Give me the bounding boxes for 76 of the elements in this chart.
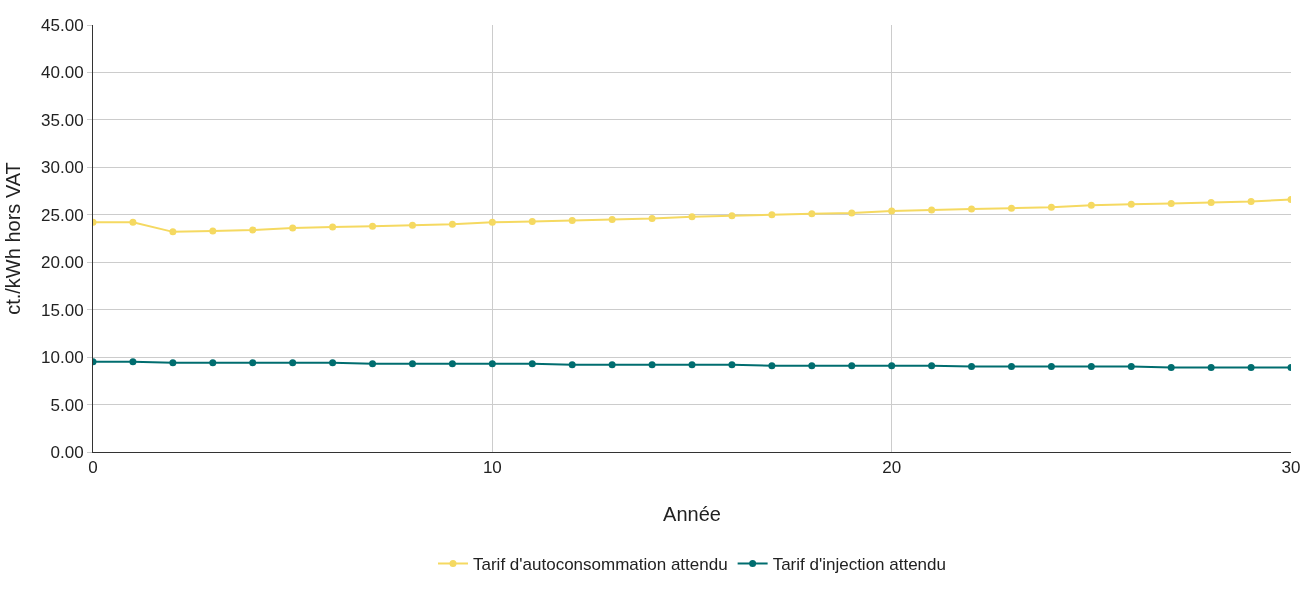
y-tick-label: 35.00 [41,110,84,130]
point [608,216,616,224]
point [528,360,536,368]
point [289,359,297,367]
point [528,217,536,225]
y-tick-label: 15.00 [41,300,84,320]
y-tick-label: 40.00 [41,63,84,83]
y-tick-label: 20.00 [41,253,84,273]
x-axis-title: Année [663,502,721,525]
point [169,228,177,236]
point [1167,199,1175,207]
point [209,227,217,235]
point [648,361,656,369]
point [888,207,896,215]
y-tick-label: 5.00 [50,395,84,415]
point [1007,363,1015,371]
point [768,362,776,370]
point [249,226,257,234]
y-tick-label: 0.00 [50,442,84,462]
point [1247,364,1255,372]
point [1047,363,1055,371]
point [1127,363,1135,371]
point [488,360,496,368]
y-tick-label: 30.00 [41,158,84,178]
legend-label: Tarif d'injection attendu [772,555,946,575]
point [728,361,736,369]
point [448,220,456,228]
point [808,210,816,218]
point [808,362,816,370]
point [928,362,936,370]
point [728,212,736,220]
x-tick-label: 10 [482,458,502,478]
point [1127,200,1135,208]
x-tick-label: 20 [882,458,902,478]
point [768,211,776,219]
point [369,222,377,230]
y-tick-label: 45.00 [41,15,84,35]
point [1247,197,1255,205]
y-axis-title: ct./kWh hors VAT [1,162,24,315]
point [169,359,177,367]
point [369,360,377,368]
x-tick-label: 30 [1281,458,1301,478]
point [129,358,137,366]
y-tick-label: 25.00 [41,205,84,225]
point [848,209,856,217]
point [448,360,456,368]
point [1007,204,1015,212]
point [408,221,416,229]
point [329,359,337,367]
legend-label: Tarif d'autoconsommation attendu [473,555,728,575]
point [289,224,297,232]
point [568,361,576,369]
point [249,359,257,367]
point [968,363,976,371]
point [968,205,976,213]
x-tick-label: 0 [88,458,98,478]
point [1207,364,1215,372]
point [1167,364,1175,372]
point [648,215,656,223]
y-tick-label: 10.00 [41,348,84,368]
point [1047,203,1055,211]
point [329,223,337,231]
point [688,213,696,221]
point [129,218,137,226]
point [928,206,936,214]
point [488,218,496,226]
point [1207,198,1215,206]
point [1087,363,1095,371]
point [1087,201,1095,209]
point [848,362,856,370]
point [568,216,576,224]
point [888,362,896,370]
point [209,359,217,367]
point [688,361,696,369]
point [608,361,616,369]
point [408,360,416,368]
